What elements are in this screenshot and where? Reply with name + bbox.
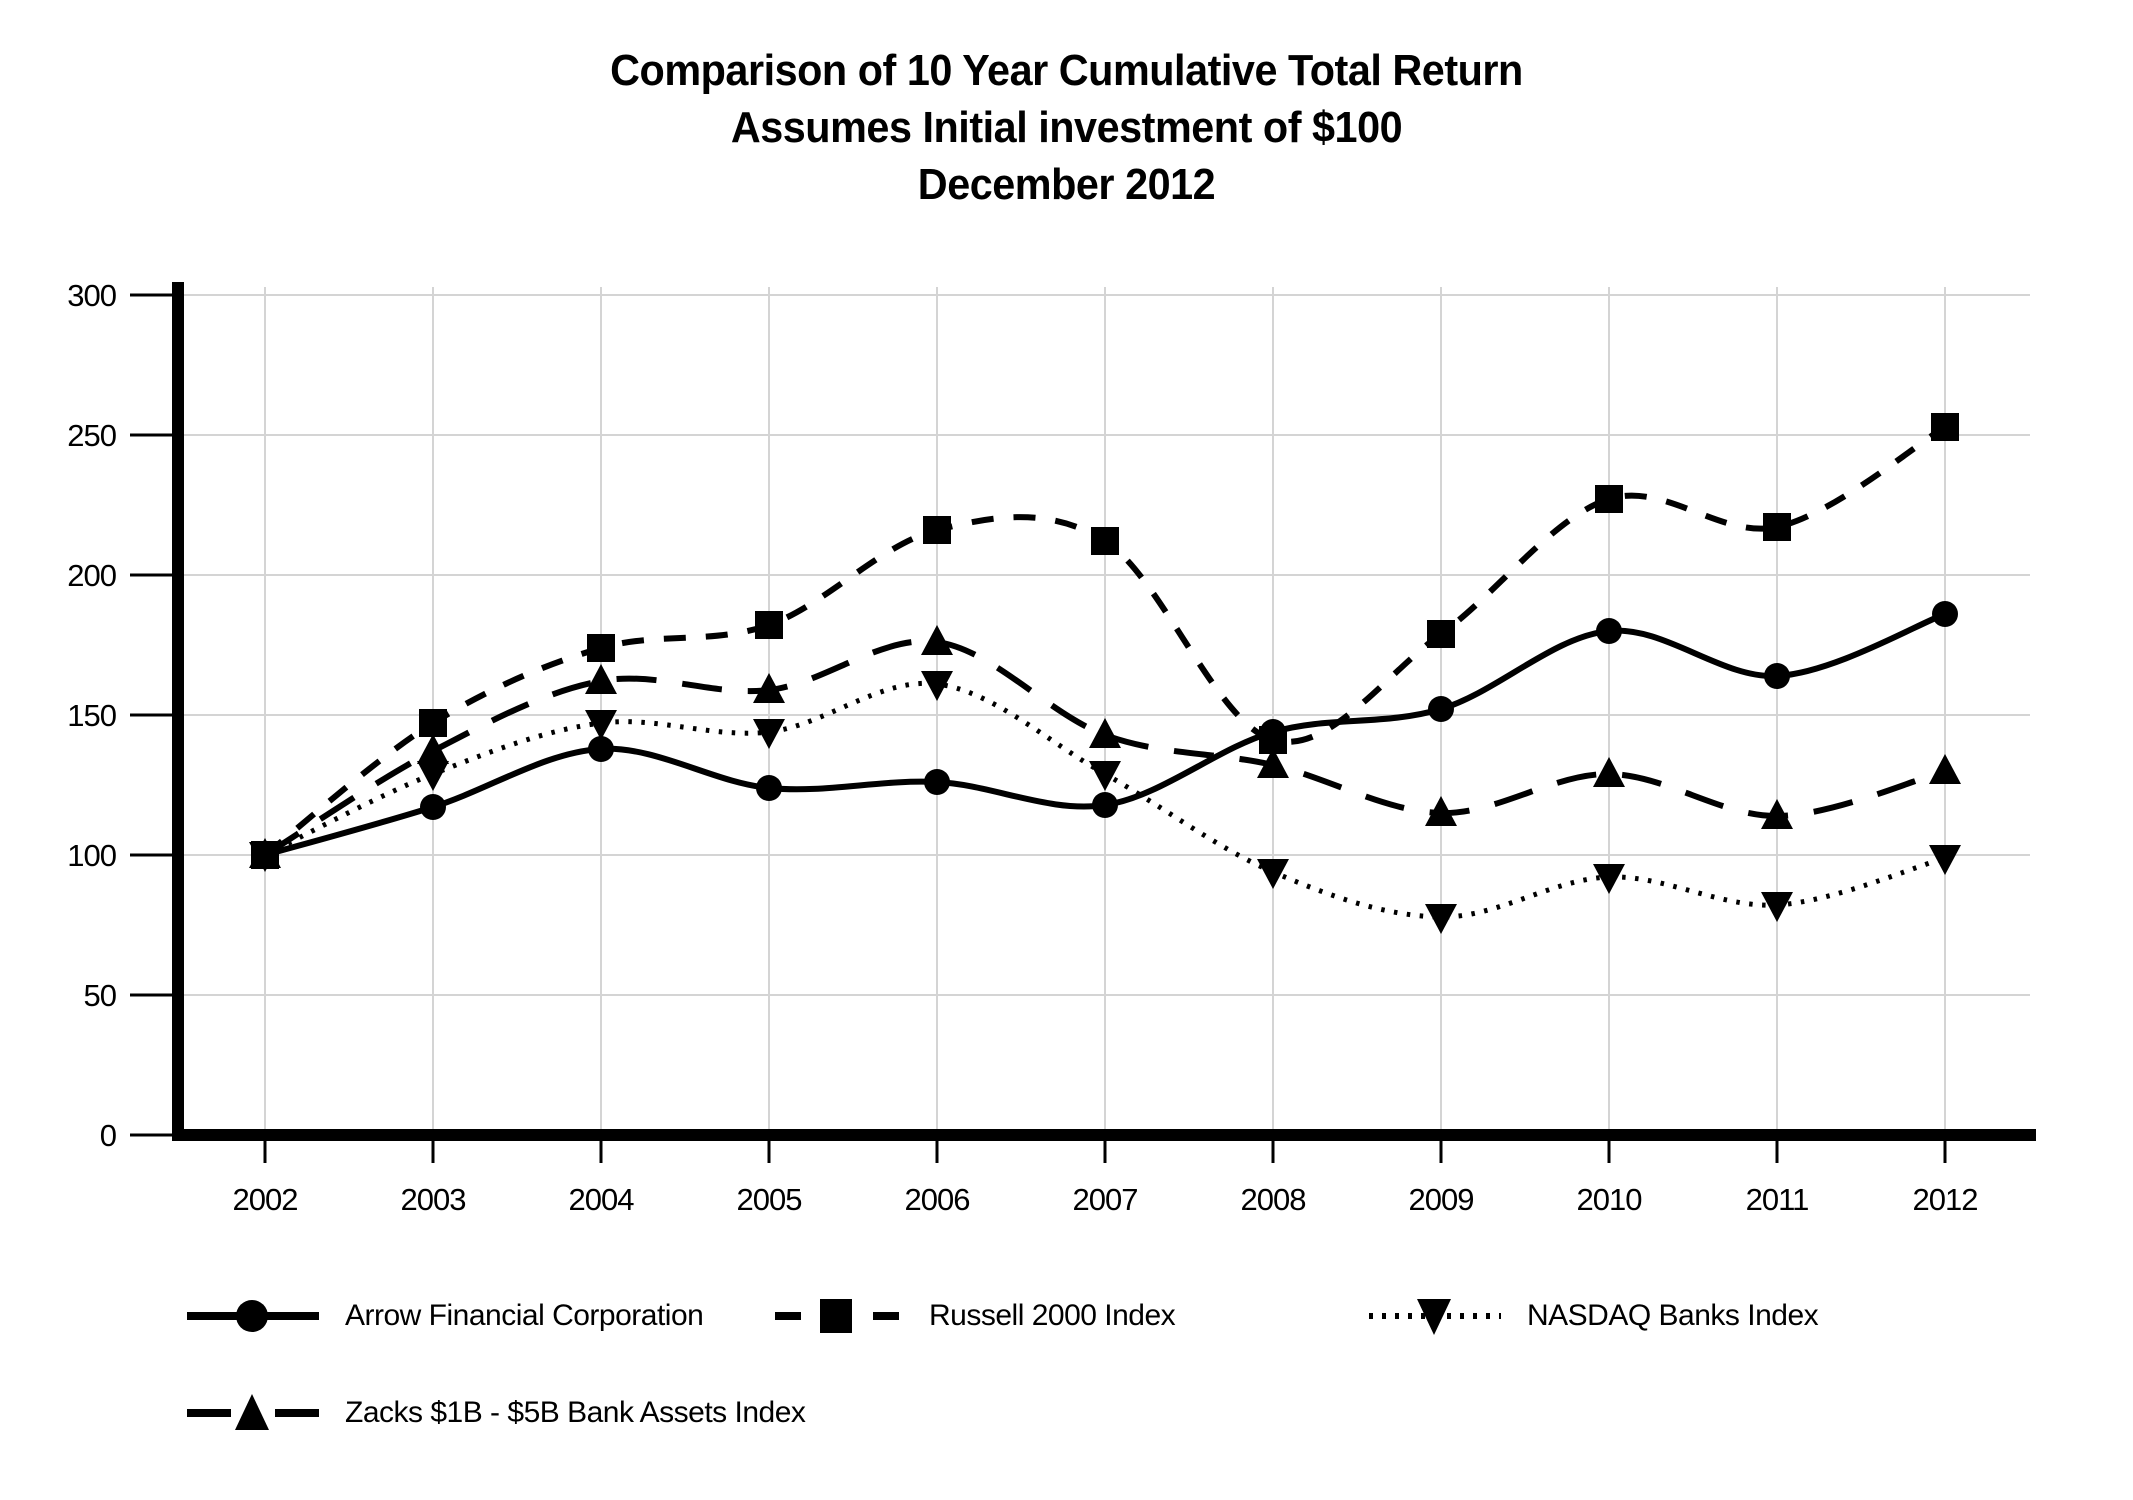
marker-russell — [923, 516, 951, 544]
marker-zacks — [753, 673, 785, 703]
legend-label-zacks: Zacks $1B - $5B Bank Assets Index — [345, 1396, 806, 1429]
marker-nasdaq — [1257, 859, 1289, 889]
marker-arrow — [1260, 719, 1286, 745]
x-axis-tick-label: 2006 — [905, 1182, 970, 1217]
y-axis-tick-label: 250 — [67, 418, 116, 453]
marker-arrow — [756, 775, 782, 801]
circle-legend-marker-icon — [236, 1300, 268, 1332]
x-axis-tick-label: 2008 — [1241, 1182, 1306, 1217]
legend-item-zacks: Zacks $1B - $5B Bank Assets Index — [187, 1391, 806, 1435]
marker-russell — [1427, 620, 1455, 648]
y-axis-line — [172, 282, 184, 1141]
x-axis-tick-label: 2010 — [1577, 1182, 1643, 1217]
y-axis-tick-label: 300 — [67, 278, 116, 313]
marker-nasdaq — [417, 761, 449, 791]
marker-russell — [1595, 485, 1623, 513]
y-axis-tick-label: 150 — [67, 698, 116, 733]
marker-nasdaq — [1929, 845, 1961, 875]
marker-nasdaq — [921, 671, 953, 701]
marker-russell — [1931, 413, 1959, 441]
x-axis-tick-label: 2007 — [1073, 1182, 1138, 1217]
legend-sample-zacks — [187, 1394, 319, 1430]
x-axis-line — [172, 1129, 2036, 1141]
marker-russell — [755, 611, 783, 639]
x-axis-tick-label: 2009 — [1409, 1182, 1474, 1217]
marker-nasdaq — [585, 710, 617, 740]
title-line-1: Comparison of 10 Year Cumulative Total R… — [610, 46, 1523, 95]
marker-nasdaq — [1425, 904, 1457, 934]
marker-zacks — [1761, 799, 1793, 829]
title-line-2: Assumes Initial investment of $100 — [730, 103, 1403, 152]
marker-zacks — [1425, 796, 1457, 826]
marker-arrow — [420, 794, 446, 820]
marker-russell — [1091, 527, 1119, 555]
y-axis-tick-label: 0 — [100, 1118, 117, 1153]
legend-sample-nasdaq — [1369, 1299, 1501, 1335]
marker-arrow — [588, 736, 614, 762]
x-axis-tick-label: 2003 — [401, 1182, 466, 1217]
x-axis-tick-label: 2004 — [569, 1182, 635, 1217]
legend-item-arrow: Arrow Financial Corporation — [187, 1294, 704, 1338]
marker-nasdaq — [1089, 761, 1121, 791]
legend-label-nasdaq: NASDAQ Banks Index — [1527, 1299, 1819, 1332]
marker-zacks — [585, 664, 617, 694]
square-legend-marker-icon — [820, 1299, 852, 1333]
triangle-up-legend-marker-icon — [235, 1394, 269, 1430]
marker-russell — [1763, 513, 1791, 541]
legend-label-arrow: Arrow Financial Corporation — [345, 1299, 704, 1332]
marker-nasdaq — [1761, 892, 1793, 922]
legend-label-russell: Russell 2000 Index — [929, 1299, 1176, 1332]
marker-zacks — [1257, 748, 1289, 778]
marker-arrow — [1428, 696, 1454, 722]
marker-arrow — [1932, 601, 1958, 627]
x-axis-tick-label: 2005 — [737, 1182, 802, 1217]
x-axis-tick-label: 2011 — [1746, 1182, 1809, 1217]
marker-arrow — [1092, 792, 1118, 818]
marker-nasdaq — [753, 719, 785, 749]
x-axis-tick-label: 2002 — [233, 1182, 298, 1217]
triangle-down-legend-marker-icon — [1417, 1299, 1451, 1335]
y-axis-tick-label: 100 — [67, 838, 116, 873]
chart-title: Comparison of 10 Year Cumulative Total R… — [64, 42, 2069, 213]
marker-zacks — [1929, 754, 1961, 784]
x-axis-tick-label: 2012 — [1913, 1182, 1978, 1217]
marker-arrow — [1596, 618, 1622, 644]
marker-zacks — [417, 734, 449, 764]
series-line-zacks — [263, 638, 1946, 858]
legend-item-russell: Russell 2000 Index — [771, 1294, 1176, 1338]
y-axis-tick-label: 50 — [84, 978, 117, 1013]
marker-zacks — [1089, 718, 1121, 748]
marker-arrow — [1764, 663, 1790, 689]
series-line-russell — [263, 424, 1947, 858]
legend-sample-arrow — [187, 1300, 319, 1332]
title-line-3: December 2012 — [917, 160, 1216, 209]
marker-zacks — [921, 625, 953, 655]
marker-zacks — [1593, 757, 1625, 787]
marker-arrow — [924, 769, 950, 795]
marker-arrow — [252, 842, 278, 868]
legend-item-nasdaq: NASDAQ Banks Index — [1369, 1294, 1819, 1338]
marker-russell — [587, 634, 615, 662]
marker-nasdaq — [1593, 864, 1625, 894]
y-axis-tick-label: 200 — [67, 558, 116, 593]
legend-sample-russell — [775, 1299, 899, 1333]
marker-russell — [419, 709, 447, 737]
